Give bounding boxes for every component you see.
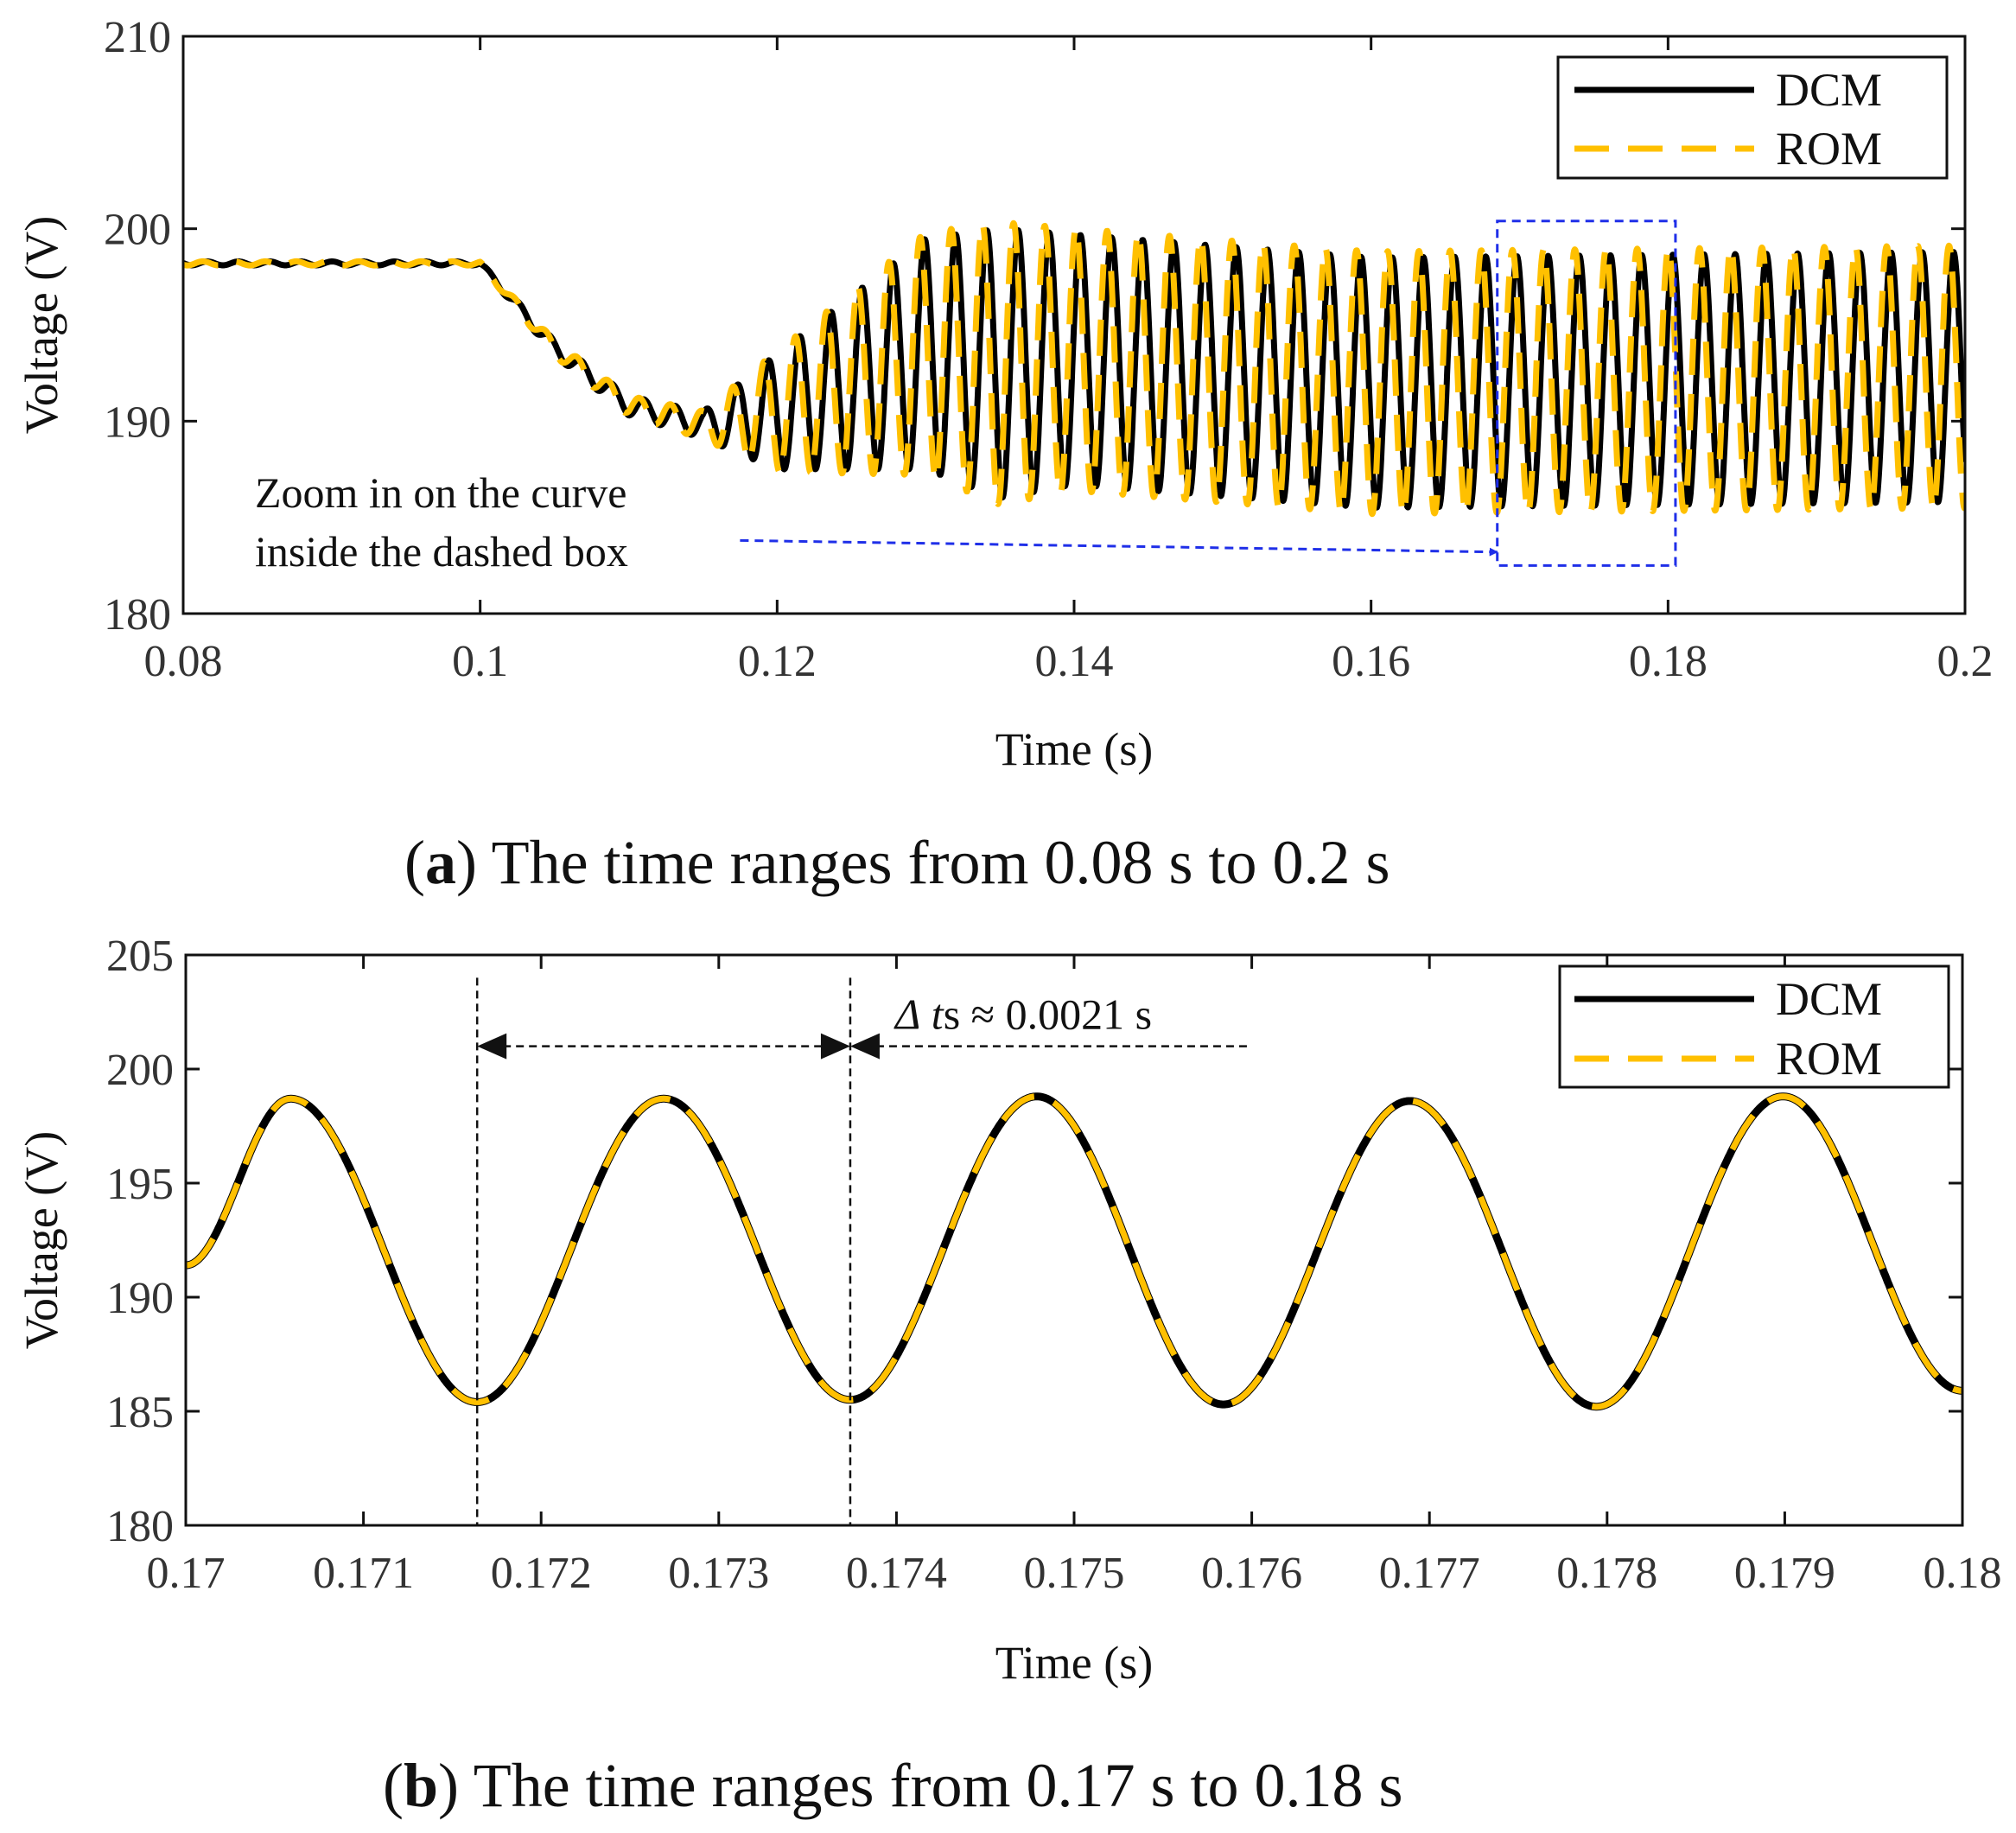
zoom-arrow <box>740 538 1498 557</box>
x-tick-label: 0.173 <box>668 1549 769 1598</box>
caption-b-text: The time ranges from 0.17 s to 0.18 s <box>474 1751 1403 1820</box>
y-tick-label: 200 <box>106 1046 174 1095</box>
chart-a-ticks: 0.08 0.1 0.12 0.14 0.16 0.18 0.2 180 190 200 210 <box>104 13 1994 686</box>
delta-symbol: Δ <box>894 990 920 1039</box>
chart-a-plot-frame <box>181 35 1967 615</box>
x-tick-label: 0.16 <box>1332 637 1410 686</box>
x-tick-label: 0.171 <box>313 1549 414 1598</box>
chart-b-ticks: 0.17 0.171 0.172 0.173 0.174 0.175 0.176 0.177 0… <box>106 932 2002 1598</box>
y-tick-label: 190 <box>104 398 171 447</box>
approx-value: ≈ 0.0021 s <box>971 990 1152 1039</box>
period-arrowhead-right <box>820 1033 880 1060</box>
x-tick-label: 0.178 <box>1556 1549 1657 1598</box>
series-dcm-line <box>186 1092 1962 1411</box>
series-rom-line <box>183 220 1965 518</box>
chart-b-plot-frame <box>184 953 1964 1527</box>
x-tick-label: 0.174 <box>846 1549 947 1598</box>
y-tick-label: 205 <box>106 932 174 981</box>
x-tick-label: 0.18 <box>1629 637 1708 686</box>
x-tick-label: 0.18 <box>1924 1549 2002 1598</box>
chart-a-legend: DCM ROM <box>1556 55 1949 180</box>
chart-b-xlabel: Time (s) <box>995 1637 1154 1689</box>
t-symbol: t <box>932 990 944 1039</box>
x-tick-label: 0.17 <box>147 1549 226 1598</box>
legend-label-rom: ROM <box>1776 1033 1882 1085</box>
legend-box <box>1558 964 1950 1089</box>
chart-a-zoom-annotation: Zoom in on the curve inside the dashed b… <box>255 220 1677 576</box>
chart-a-ylabel: Voltage (V) <box>16 216 67 434</box>
caption-b-letter: b <box>404 1751 438 1820</box>
series-rom-line <box>186 1093 1962 1410</box>
x-tick-label: 0.2 <box>1937 637 1994 686</box>
x-tick-label: 0.176 <box>1201 1549 1302 1598</box>
chart-b-legend: DCM ROM <box>1558 964 1950 1089</box>
chart-b-period-annotation: Δ ts ≈ 0.0021 s <box>475 977 1252 1525</box>
y-tick-label: 200 <box>104 206 171 255</box>
y-tick-label: 180 <box>106 1502 174 1551</box>
caption-a-text: The time ranges from 0.08 s to 0.2 s <box>492 828 1390 897</box>
y-tick-label: 185 <box>106 1388 174 1437</box>
period-arrowhead-left <box>477 1033 507 1060</box>
zoom-annotation-line1: Zoom in on the curve <box>255 468 626 517</box>
period-annotation-text: Δ ts ≈ 0.0021 s <box>894 990 1152 1039</box>
x-tick-label: 0.08 <box>144 637 223 686</box>
legend-label-dcm: DCM <box>1776 64 1882 116</box>
x-tick-label: 0.175 <box>1024 1549 1125 1598</box>
series-dcm-line <box>183 227 1965 511</box>
caption-a-letter: a <box>425 828 456 897</box>
legend-box <box>1556 55 1949 180</box>
chart-a-series <box>183 220 1965 518</box>
y-tick-label: 210 <box>104 13 171 62</box>
y-tick-label: 190 <box>106 1274 174 1323</box>
x-tick-label: 0.14 <box>1035 637 1114 686</box>
chart-b: 0.17 0.171 0.172 0.173 0.174 0.175 0.176 0.177 0… <box>16 932 2002 1820</box>
t-subscript: s <box>944 990 960 1039</box>
zoom-dashed-box <box>1496 220 1677 567</box>
chart-b-caption: (b) The time ranges from 0.17 s to 0.18 … <box>383 1751 1403 1820</box>
y-tick-label: 180 <box>104 590 171 640</box>
y-tick-label: 195 <box>106 1160 174 1209</box>
x-tick-label: 0.12 <box>738 637 817 686</box>
legend-label-dcm: DCM <box>1776 973 1882 1025</box>
chart-a: 0.08 0.1 0.12 0.14 0.16 0.18 0.2 180 190 200 210 Z… <box>16 13 1994 897</box>
x-tick-label: 0.1 <box>452 637 508 686</box>
chart-a-xlabel: Time (s) <box>995 723 1154 775</box>
x-tick-label: 0.177 <box>1379 1549 1480 1598</box>
zoom-annotation-line2: inside the dashed box <box>255 527 628 576</box>
chart-a-caption: (a) The time ranges from 0.08 s to 0.2 s <box>404 828 1390 897</box>
chart-b-ylabel: Voltage (V) <box>16 1131 67 1349</box>
legend-label-rom: ROM <box>1776 123 1882 175</box>
x-tick-label: 0.172 <box>491 1549 592 1598</box>
x-tick-label: 0.179 <box>1734 1549 1835 1598</box>
chart-b-series <box>186 1092 1962 1411</box>
